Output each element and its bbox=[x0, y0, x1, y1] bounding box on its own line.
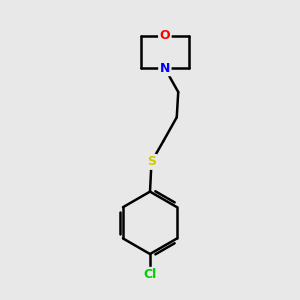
Text: O: O bbox=[160, 29, 170, 42]
Text: Cl: Cl bbox=[143, 268, 157, 281]
Text: S: S bbox=[147, 155, 156, 168]
Text: N: N bbox=[160, 62, 170, 75]
